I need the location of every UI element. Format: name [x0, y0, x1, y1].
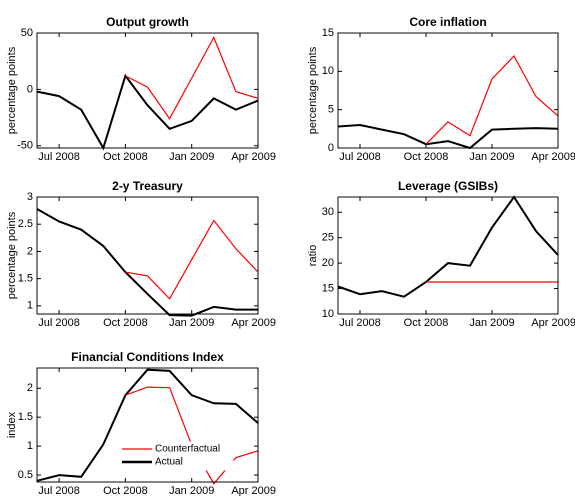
x-tick-label: Jan 2009 — [169, 151, 214, 163]
y-tick-label: 2 — [27, 382, 33, 394]
y-tick-label: 0 — [27, 83, 33, 95]
y-axis-label: percentage points — [6, 211, 18, 299]
y-tick-label: 2 — [27, 245, 33, 257]
series-line — [125, 219, 259, 300]
x-tick-label: Jul 2008 — [38, 317, 80, 329]
y-tick-label: 5 — [328, 104, 334, 116]
x-tick-label: Jul 2008 — [339, 151, 381, 163]
series-line — [425, 54, 559, 145]
y-tick-label: 3 — [27, 191, 33, 203]
x-tick-label: Jan 2009 — [169, 485, 214, 496]
plot-area — [337, 196, 559, 315]
x-tick-label: Jan 2009 — [169, 317, 214, 329]
plot-frame — [36, 32, 259, 149]
x-tick-label: Apr 2009 — [231, 151, 276, 163]
series-line — [337, 123, 559, 150]
x-tick-label: Oct 2008 — [103, 317, 148, 329]
chart-panel: Core inflation percentage points 0 5 10 15 Jul… — [307, 15, 575, 163]
y-tick-label: 50 — [21, 27, 33, 39]
y-tick-label: 1 — [27, 300, 33, 312]
x-tick-label: Apr 2009 — [531, 317, 575, 329]
x-tick-label: Oct 2008 — [103, 151, 148, 163]
plot-frame — [337, 196, 559, 315]
series-line — [36, 208, 258, 317]
chart-panel: Output growth percentage points -50 0 50 Jul … — [6, 15, 276, 163]
chart-title: Core inflation — [409, 15, 486, 29]
plot-frame — [36, 367, 259, 483]
plot-area — [36, 196, 259, 315]
y-axis-label: index — [6, 411, 18, 438]
series-line — [337, 195, 559, 298]
y-tick-label: 15 — [322, 27, 334, 39]
x-tick-label: Apr 2009 — [231, 317, 276, 329]
chart-title: Financial Conditions Index — [71, 350, 224, 364]
y-tick-label: 10 — [322, 65, 334, 77]
plot-frame — [36, 196, 259, 315]
x-tick-label: Apr 2009 — [231, 485, 276, 496]
chart-title: 2-y Treasury — [112, 179, 183, 193]
y-tick-label: 30 — [322, 206, 334, 218]
x-tick-label: Oct 2008 — [404, 151, 449, 163]
x-tick-label: Jan 2009 — [469, 151, 514, 163]
plot-area — [337, 32, 559, 149]
y-tick-label: -50 — [17, 140, 33, 152]
y-tick-label: 1.5 — [18, 411, 33, 423]
y-tick-label: 1.5 — [18, 273, 33, 285]
x-tick-label: Jul 2008 — [38, 485, 80, 496]
chart-panel: 2-y Treasury percentage points 1 1.5 2 2.5 3 Ju… — [6, 179, 276, 329]
y-tick-label: 2.5 — [18, 218, 33, 230]
y-tick-label: 15 — [322, 282, 334, 294]
x-tick-label: Jan 2009 — [469, 317, 514, 329]
y-tick-label: 10 — [322, 308, 334, 320]
chart-panel: Financial Conditions Index index 0.5 1 1.5 2 J… — [6, 350, 276, 496]
x-tick-label: Jul 2008 — [339, 317, 381, 329]
x-tick-label: Jul 2008 — [38, 151, 80, 163]
chart-title: Output growth — [106, 15, 189, 29]
legend-label: Counterfactual — [155, 444, 220, 455]
chart-title: Leverage (GSIBs) — [398, 179, 498, 193]
legend-label: Actual — [155, 457, 183, 468]
series-line — [36, 73, 259, 151]
series-line — [125, 36, 259, 120]
legend-box — [117, 441, 234, 471]
y-tick-label: 20 — [322, 257, 334, 269]
y-tick-label: 1 — [27, 440, 33, 452]
x-tick-label: Apr 2009 — [531, 151, 575, 163]
y-axis-label: percentage points — [6, 46, 18, 134]
series-line — [36, 368, 259, 482]
plot-frame — [337, 32, 559, 149]
plot-area — [36, 32, 259, 149]
x-tick-label: Oct 2008 — [404, 317, 449, 329]
x-tick-label: Oct 2008 — [103, 485, 148, 496]
y-axis-label: ratio — [307, 245, 319, 266]
y-axis-label: percentage points — [307, 46, 319, 134]
y-tick-label: 0 — [328, 142, 334, 154]
chart-panel: Leverage (GSIBs) ratio 10 15 20 25 30 Jul 2008 O… — [307, 179, 575, 329]
y-tick-label: 25 — [322, 232, 334, 244]
y-tick-label: 0.5 — [18, 469, 33, 481]
